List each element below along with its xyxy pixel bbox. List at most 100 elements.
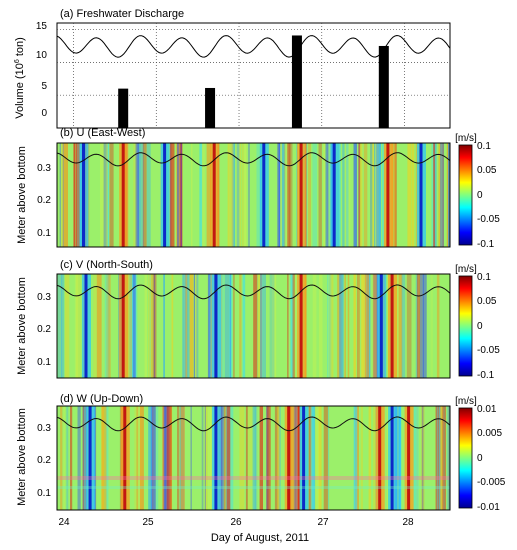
panel-b-stripe <box>191 143 193 247</box>
panel-d-stripe <box>353 406 358 510</box>
panel-b-band <box>332 143 336 247</box>
panel-a-ytick-5: 5 <box>41 81 47 92</box>
panel-d-stripe <box>440 406 444 510</box>
panel-c-stripe <box>224 274 230 378</box>
panel-d-stripe <box>136 406 139 510</box>
panel-b-stripe <box>412 143 415 247</box>
panel-c-ytick-0.3: 0.3 <box>37 292 51 303</box>
panel-b-stripe <box>180 143 182 247</box>
panel-b-stripe <box>242 143 244 247</box>
x-axis: 24 25 26 27 28 Day of August, 2011 <box>58 517 414 544</box>
panel-b-stripe <box>206 143 212 247</box>
panel-b-stripe <box>236 143 240 247</box>
panel-b-stripe <box>59 143 61 247</box>
panel-b-stripe <box>289 143 293 247</box>
panel-c-stripe <box>239 274 242 378</box>
panel-b-stripe <box>248 143 250 247</box>
panel-d-stripe <box>416 406 418 510</box>
panel-d-title: (d) W (Up-Down) <box>60 393 143 405</box>
panel-d-stripe <box>239 406 245 510</box>
panel-c-stripe <box>171 274 174 378</box>
panel-b: (b) U (East-West) 0.1 0.2 0.3 Meter abov… <box>16 127 500 250</box>
panel-b-band <box>262 143 266 247</box>
panel-c-stripe <box>185 274 188 378</box>
panel-c-stripe <box>271 274 277 378</box>
panel-c-band <box>84 274 88 378</box>
panel-d-hstreak <box>57 476 450 480</box>
panel-c-stripe <box>406 274 412 378</box>
panel-c-stripe <box>327 274 329 378</box>
panel-c-stripe <box>347 274 350 378</box>
panel-c-stripe <box>193 274 195 378</box>
panel-b-band <box>299 143 303 247</box>
panel-a-ylabel: Volume (106 ton) <box>14 37 26 119</box>
panel-d-stripe <box>247 406 253 510</box>
panel-c-stripe <box>290 274 293 378</box>
panel-c-stripe <box>260 274 263 378</box>
panel-b-colorbar <box>458 144 473 246</box>
panel-d-ytick-0.2: 0.2 <box>37 455 51 466</box>
panel-d-stripe <box>220 406 225 510</box>
panel-d-cbtick-2: 0 <box>477 453 483 464</box>
panel-d-stripe <box>226 406 231 510</box>
panel-c-stripe <box>57 274 63 378</box>
panel-c-stripe <box>353 274 356 378</box>
panel-d-stripe <box>295 406 297 510</box>
panel-d-stripe <box>207 406 213 510</box>
x-tick-25: 25 <box>142 517 154 528</box>
panel-d-stripe <box>101 406 105 510</box>
panel-d-stripe <box>436 406 439 510</box>
panel-c-stripe <box>327 274 329 378</box>
panel-d-band <box>302 406 306 510</box>
panel-d-stripe <box>398 406 401 510</box>
panel-b-stripe <box>323 143 325 247</box>
panel-d-stripe <box>164 406 168 510</box>
panel-d-stripe <box>298 406 301 510</box>
panel-b-stripe <box>201 143 205 247</box>
panel-b-stripe <box>363 143 368 247</box>
panel-d-stripe <box>228 406 234 510</box>
panel-d-stripe <box>139 406 144 510</box>
panel-a-ytick-15: 15 <box>36 21 48 32</box>
panel-d-stripe <box>443 406 445 510</box>
panel-b-stripe <box>135 143 140 247</box>
panel-b-stripe <box>61 143 64 247</box>
panel-c-stripe <box>93 274 97 378</box>
panel-c-stripe <box>144 274 147 378</box>
panel-b-stripe <box>236 143 242 247</box>
panel-b-stripe <box>73 143 75 247</box>
panel-c-cbtick-1: 0.05 <box>477 296 497 307</box>
panel-c-stripe <box>339 274 344 378</box>
panel-b-stripe <box>73 143 77 247</box>
panel-c: (c) V (North-South) 0.1 0.2 0.3 Meter ab… <box>16 259 500 381</box>
panel-d-stripe <box>277 406 280 510</box>
panel-c-stripe <box>328 274 332 378</box>
panel-c-stripe <box>292 274 295 378</box>
panel-c-stripe <box>195 274 198 378</box>
panel-b-stripe <box>170 143 175 247</box>
panel-d-stripe <box>134 406 137 510</box>
panel-b-title: (b) U (East-West) <box>60 127 145 139</box>
panel-d-stripe <box>399 406 401 510</box>
panel-d-stripe <box>201 406 204 510</box>
panel-b-stripe <box>433 143 435 247</box>
panel-b-stripe <box>410 143 413 247</box>
panel-d-band <box>390 406 394 510</box>
panel-c-stripe <box>96 274 102 378</box>
panel-b-stripe <box>284 143 286 247</box>
panel-d-unit: [m/s] <box>455 396 477 407</box>
panel-c-line <box>57 284 450 300</box>
panel-b-ytick-0.3: 0.3 <box>37 163 51 174</box>
panel-b-stripe <box>284 143 288 247</box>
panel-b-cbtick-4: -0.1 <box>477 239 495 250</box>
panel-b-stripe <box>372 143 375 247</box>
panel-c-stripe <box>151 274 153 378</box>
panel-b-cbtick-3: -0.05 <box>477 214 500 225</box>
panel-d-stripe <box>328 406 330 510</box>
panel-b-ylabel: Meter above bottom <box>16 146 28 244</box>
panel-c-stripe <box>129 274 133 378</box>
panel-d-stripe <box>396 406 401 510</box>
panel-d-stripe <box>170 406 172 510</box>
panel-c-stripe <box>361 274 364 378</box>
panel-d-stripe <box>252 406 256 510</box>
